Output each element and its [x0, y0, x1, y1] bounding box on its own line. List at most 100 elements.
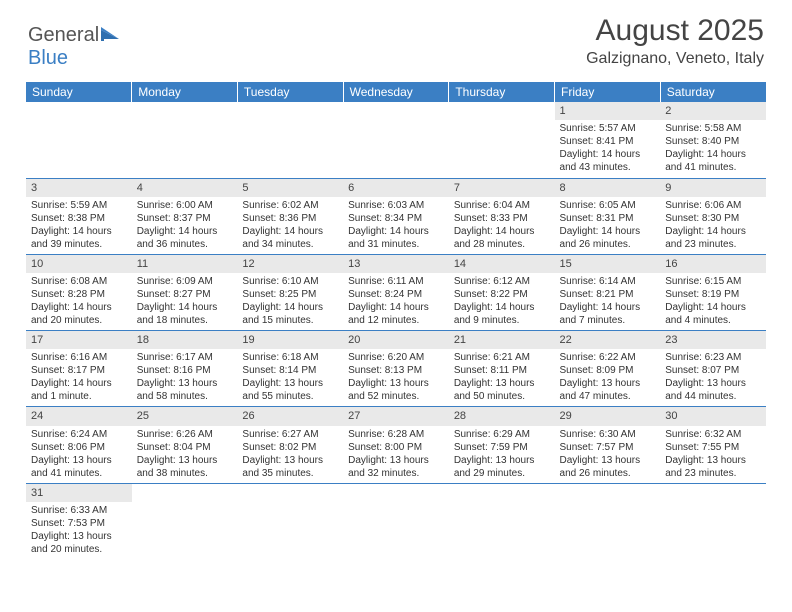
day-details: Sunrise: 6:29 AMSunset: 7:59 PMDaylight:…	[449, 426, 555, 483]
calendar-day-cell: 4Sunrise: 6:00 AMSunset: 8:37 PMDaylight…	[132, 178, 238, 254]
daylight-text: Daylight: 14 hours and 31 minutes.	[348, 225, 444, 251]
sunset-text: Sunset: 7:55 PM	[665, 441, 761, 454]
month-title: August 2025	[586, 14, 764, 48]
weekday-header: Friday	[555, 82, 661, 102]
daylight-text: Daylight: 13 hours and 29 minutes.	[454, 454, 550, 480]
day-number: 25	[132, 407, 238, 425]
day-number: 11	[132, 255, 238, 273]
sunrise-text: Sunrise: 6:33 AM	[31, 504, 127, 517]
day-details: Sunrise: 6:33 AMSunset: 7:53 PMDaylight:…	[26, 502, 132, 559]
day-number: 10	[26, 255, 132, 273]
sunset-text: Sunset: 8:13 PM	[348, 364, 444, 377]
calendar-day-cell: 5Sunrise: 6:02 AMSunset: 8:36 PMDaylight…	[237, 178, 343, 254]
day-number: 14	[449, 255, 555, 273]
sunset-text: Sunset: 8:38 PM	[31, 212, 127, 225]
day-number: 6	[343, 179, 449, 197]
sunset-text: Sunset: 8:34 PM	[348, 212, 444, 225]
calendar-body: 1Sunrise: 5:57 AMSunset: 8:41 PMDaylight…	[26, 102, 766, 559]
sunset-text: Sunset: 8:40 PM	[665, 135, 761, 148]
weekday-header: Thursday	[449, 82, 555, 102]
weekday-header: Wednesday	[343, 82, 449, 102]
daylight-text: Daylight: 14 hours and 36 minutes.	[137, 225, 233, 251]
calendar-day-cell	[237, 102, 343, 178]
sunrise-text: Sunrise: 6:08 AM	[31, 275, 127, 288]
calendar-week-row: 31Sunrise: 6:33 AMSunset: 7:53 PMDayligh…	[26, 483, 766, 559]
daylight-text: Daylight: 14 hours and 26 minutes.	[560, 225, 656, 251]
calendar-day-cell: 29Sunrise: 6:30 AMSunset: 7:57 PMDayligh…	[555, 407, 661, 483]
sunset-text: Sunset: 8:22 PM	[454, 288, 550, 301]
day-details: Sunrise: 6:32 AMSunset: 7:55 PMDaylight:…	[660, 426, 766, 483]
sunrise-text: Sunrise: 6:30 AM	[560, 428, 656, 441]
daylight-text: Daylight: 13 hours and 35 minutes.	[242, 454, 338, 480]
daylight-text: Daylight: 13 hours and 55 minutes.	[242, 377, 338, 403]
sunset-text: Sunset: 8:02 PM	[242, 441, 338, 454]
calendar-day-cell: 8Sunrise: 6:05 AMSunset: 8:31 PMDaylight…	[555, 178, 661, 254]
flag-icon	[101, 27, 123, 41]
calendar-day-cell	[555, 483, 661, 559]
calendar-day-cell	[132, 102, 238, 178]
sunset-text: Sunset: 8:11 PM	[454, 364, 550, 377]
daylight-text: Daylight: 14 hours and 23 minutes.	[665, 225, 761, 251]
calendar-day-cell: 12Sunrise: 6:10 AMSunset: 8:25 PMDayligh…	[237, 254, 343, 330]
daylight-text: Daylight: 13 hours and 41 minutes.	[31, 454, 127, 480]
sunset-text: Sunset: 8:14 PM	[242, 364, 338, 377]
sunset-text: Sunset: 8:36 PM	[242, 212, 338, 225]
day-number: 16	[660, 255, 766, 273]
calendar-day-cell: 9 Sunrise: 6:06 AMSunset: 8:30 PMDaylight…	[660, 178, 766, 254]
calendar-day-cell: 6Sunrise: 6:03 AMSunset: 8:34 PMDaylight…	[343, 178, 449, 254]
calendar-day-cell: 30Sunrise: 6:32 AMSunset: 7:55 PMDayligh…	[660, 407, 766, 483]
weekday-header: Tuesday	[237, 82, 343, 102]
day-details: Sunrise: 6:04 AMSunset: 8:33 PMDaylight:…	[449, 197, 555, 254]
day-details: Sunrise: 5:57 AMSunset: 8:41 PMDaylight:…	[555, 120, 661, 177]
sunrise-text: Sunrise: 6:11 AM	[348, 275, 444, 288]
calendar-day-cell: 21Sunrise: 6:21 AMSunset: 8:11 PMDayligh…	[449, 331, 555, 407]
weekday-header-row: Sunday Monday Tuesday Wednesday Thursday…	[26, 82, 766, 102]
sunrise-text: Sunrise: 6:14 AM	[560, 275, 656, 288]
sunset-text: Sunset: 7:53 PM	[31, 517, 127, 530]
sunrise-text: Sunrise: 5:59 AM	[31, 199, 127, 212]
daylight-text: Daylight: 14 hours and 4 minutes.	[665, 301, 761, 327]
daylight-text: Daylight: 14 hours and 43 minutes.	[560, 148, 656, 174]
sunrise-text: Sunrise: 6:26 AM	[137, 428, 233, 441]
day-details: Sunrise: 6:09 AMSunset: 8:27 PMDaylight:…	[132, 273, 238, 330]
day-number: 24	[26, 407, 132, 425]
sunset-text: Sunset: 8:30 PM	[665, 212, 761, 225]
sunrise-text: Sunrise: 6:06 AM	[665, 199, 761, 212]
sunrise-text: Sunrise: 6:23 AM	[665, 351, 761, 364]
calendar-day-cell: 10Sunrise: 6:08 AMSunset: 8:28 PMDayligh…	[26, 254, 132, 330]
sunrise-text: Sunrise: 6:05 AM	[560, 199, 656, 212]
sunset-text: Sunset: 8:17 PM	[31, 364, 127, 377]
sunrise-text: Sunrise: 6:10 AM	[242, 275, 338, 288]
daylight-text: Daylight: 14 hours and 18 minutes.	[137, 301, 233, 327]
day-number: 17	[26, 331, 132, 349]
day-number: 7	[449, 179, 555, 197]
day-number: 1	[555, 102, 661, 120]
daylight-text: Daylight: 14 hours and 39 minutes.	[31, 225, 127, 251]
day-details: Sunrise: 6:02 AMSunset: 8:36 PMDaylight:…	[237, 197, 343, 254]
weekday-header: Sunday	[26, 82, 132, 102]
sunset-text: Sunset: 8:25 PM	[242, 288, 338, 301]
sunrise-text: Sunrise: 6:22 AM	[560, 351, 656, 364]
day-number: 28	[449, 407, 555, 425]
day-number: 3	[26, 179, 132, 197]
daylight-text: Daylight: 13 hours and 50 minutes.	[454, 377, 550, 403]
sunrise-text: Sunrise: 6:27 AM	[242, 428, 338, 441]
day-number: 9	[660, 179, 766, 197]
day-details: Sunrise: 6:03 AMSunset: 8:34 PMDaylight:…	[343, 197, 449, 254]
daylight-text: Daylight: 13 hours and 26 minutes.	[560, 454, 656, 480]
day-details: Sunrise: 6:26 AMSunset: 8:04 PMDaylight:…	[132, 426, 238, 483]
sunset-text: Sunset: 8:21 PM	[560, 288, 656, 301]
calendar-week-row: 17Sunrise: 6:16 AMSunset: 8:17 PMDayligh…	[26, 331, 766, 407]
day-details: Sunrise: 6:22 AMSunset: 8:09 PMDaylight:…	[555, 349, 661, 406]
sunrise-text: Sunrise: 5:57 AM	[560, 122, 656, 135]
sunset-text: Sunset: 8:00 PM	[348, 441, 444, 454]
day-number: 26	[237, 407, 343, 425]
sunrise-text: Sunrise: 6:00 AM	[137, 199, 233, 212]
daylight-text: Daylight: 13 hours and 58 minutes.	[137, 377, 233, 403]
day-details: Sunrise: 6:16 AMSunset: 8:17 PMDaylight:…	[26, 349, 132, 406]
day-number: 23	[660, 331, 766, 349]
calendar-week-row: 3Sunrise: 5:59 AMSunset: 8:38 PMDaylight…	[26, 178, 766, 254]
daylight-text: Daylight: 13 hours and 47 minutes.	[560, 377, 656, 403]
daylight-text: Daylight: 13 hours and 52 minutes.	[348, 377, 444, 403]
calendar-table: Sunday Monday Tuesday Wednesday Thursday…	[26, 82, 766, 559]
